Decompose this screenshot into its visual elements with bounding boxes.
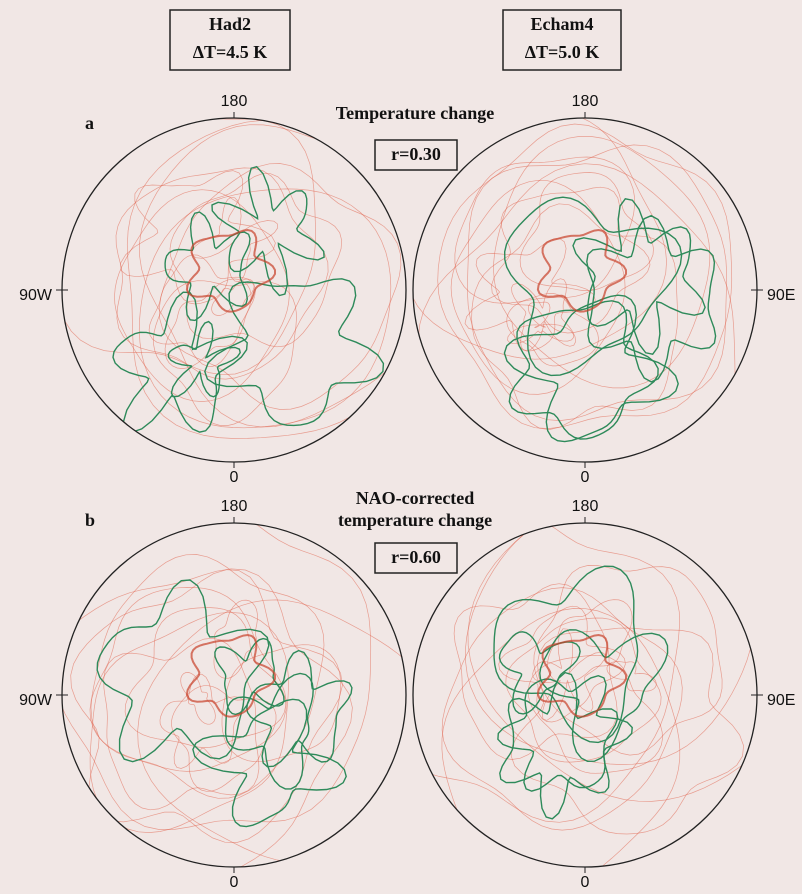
longitude-label: 180: [572, 93, 599, 110]
longitude-label: 180: [572, 498, 599, 515]
longitude-label: 90W: [19, 287, 53, 304]
longitude-label: 90W: [19, 692, 53, 709]
longitude-label: 180: [221, 93, 248, 110]
panel-label: a: [85, 113, 94, 133]
longitude-label: 90E: [767, 692, 795, 709]
longitude-label: 0: [581, 874, 590, 891]
model-name: Echam4: [531, 14, 594, 34]
figure: Had2 ΔT=4.5 K Echam4 ΔT=5.0 K a Temperat…: [0, 0, 802, 894]
longitude-label: 0: [230, 469, 239, 486]
longitude-label: 180: [221, 498, 248, 515]
panel-title: temperature change: [338, 510, 492, 530]
longitude-label: 90E: [767, 287, 795, 304]
panel-label: b: [85, 510, 95, 530]
correlation: r=0.60: [391, 547, 441, 567]
panel-title: Temperature change: [336, 103, 494, 123]
delta-t: ΔT=4.5 K: [193, 42, 268, 62]
longitude-label: 0: [581, 469, 590, 486]
delta-t: ΔT=5.0 K: [525, 42, 600, 62]
panel-title: NAO-corrected: [356, 488, 475, 508]
correlation: r=0.30: [391, 144, 441, 164]
model-name: Had2: [209, 14, 251, 34]
longitude-label: 0: [230, 874, 239, 891]
background: [0, 0, 802, 894]
